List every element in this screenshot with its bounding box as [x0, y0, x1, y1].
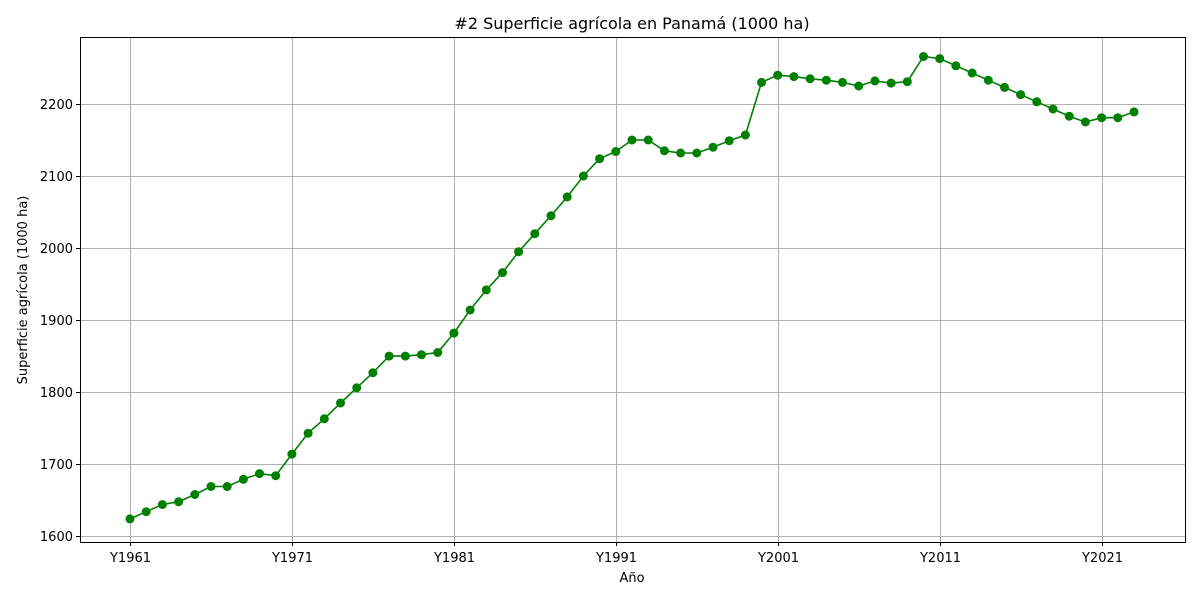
data-point-Y1961 [125, 514, 135, 524]
x-tick-label: Y1981 [433, 551, 475, 566]
data-point-Y1980 [433, 348, 443, 357]
y-tick-label: 2200 [40, 98, 73, 113]
y-axis-title: Superficie agrícola (1000 ha) [16, 196, 31, 385]
data-point-Y1993 [643, 135, 653, 145]
x-tick-label: Y2001 [757, 551, 799, 566]
data-point-Y1976 [368, 368, 378, 378]
data-point-Y1968 [238, 474, 248, 484]
x-tick-label: Y1991 [595, 551, 637, 566]
data-point-Y2012 [951, 61, 961, 71]
data-point-Y1975 [352, 383, 362, 393]
data-point-Y1973 [319, 414, 329, 424]
data-point-Y2006 [854, 81, 864, 91]
data-point-Y1970 [271, 471, 281, 481]
series-points [125, 52, 1139, 524]
data-point-Y1971 [287, 449, 297, 459]
data-point-Y2016 [1016, 90, 1026, 100]
data-point-Y1995 [676, 148, 686, 158]
data-point-Y2002 [789, 72, 799, 82]
data-point-Y2018 [1048, 104, 1058, 114]
data-point-Y1989 [578, 171, 588, 181]
data-point-Y2011 [935, 54, 945, 64]
y-tick-label: 2000 [40, 242, 73, 257]
data-point-Y1988 [562, 192, 572, 202]
data-point-Y2020 [1080, 117, 1090, 127]
data-point-Y1963 [157, 500, 167, 509]
data-point-Y1996 [692, 148, 702, 158]
data-point-Y2007 [870, 76, 880, 86]
data-point-Y1962 [141, 507, 151, 517]
chart-title: #2 Superficie agrícola en Panamá (1000 h… [454, 14, 809, 33]
data-point-Y1999 [740, 130, 750, 140]
x-tick-label: Y1971 [271, 551, 313, 566]
data-point-Y1969 [255, 469, 264, 479]
plot-frame [80, 37, 1186, 543]
data-point-Y1982 [465, 305, 475, 315]
data-point-Y2023 [1129, 107, 1139, 117]
data-point-Y2001 [773, 70, 783, 80]
y-tick-label: 2100 [40, 170, 73, 185]
data-point-Y2019 [1064, 111, 1074, 121]
y-tick-label: 1600 [40, 530, 73, 545]
data-point-Y1992 [627, 135, 637, 145]
data-point-Y2008 [886, 78, 896, 88]
axis-ticks: 1600 1700 1800 1900 2000 2100 2200 Y1961 Y1971 Y1… [40, 98, 1123, 566]
data-point-Y1997 [708, 142, 718, 152]
data-point-Y2000 [757, 77, 766, 87]
data-point-Y1965 [190, 490, 200, 499]
x-tick-label: Y2011 [919, 551, 961, 566]
data-point-Y2021 [1097, 113, 1107, 123]
data-point-Y1964 [174, 497, 184, 507]
y-tick-label: 1900 [40, 314, 73, 329]
data-point-Y1967 [222, 482, 232, 491]
data-point-Y1984 [498, 268, 507, 278]
data-point-Y1985 [514, 247, 524, 257]
data-point-Y2022 [1113, 113, 1123, 123]
data-point-Y1987 [546, 211, 556, 221]
data-point-Y1998 [724, 136, 734, 146]
data-point-Y1979 [417, 350, 426, 360]
data-point-Y1981 [449, 328, 459, 338]
data-point-Y1978 [400, 351, 410, 361]
data-point-Y1974 [336, 398, 345, 408]
data-point-Y1994 [659, 146, 669, 156]
data-point-Y2004 [821, 75, 831, 85]
data-point-Y1990 [595, 154, 605, 164]
x-tick-label: Y1961 [109, 551, 151, 566]
series-line [129, 55, 1135, 520]
data-point-Y2003 [805, 74, 815, 84]
data-point-Y1972 [303, 428, 313, 438]
data-point-Y1977 [384, 351, 394, 361]
data-point-Y2010 [919, 52, 928, 61]
data-point-Y2005 [838, 77, 847, 87]
y-tick-label: 1700 [40, 458, 73, 473]
data-point-Y1991 [611, 147, 621, 156]
data-point-Y2015 [1000, 82, 1009, 92]
data-point-Y2009 [902, 77, 912, 87]
grid [80, 37, 1185, 542]
x-axis-title: Año [619, 571, 644, 586]
data-point-Y2014 [983, 75, 993, 85]
data-point-Y1983 [481, 285, 491, 295]
data-point-Y2017 [1032, 97, 1042, 107]
data-point-Y2013 [967, 68, 977, 78]
data-point-Y1986 [530, 229, 540, 239]
data-point-Y1966 [206, 482, 216, 491]
x-tick-label: Y2021 [1081, 551, 1123, 566]
series-polyline [129, 55, 1135, 520]
y-tick-label: 1800 [40, 386, 73, 401]
